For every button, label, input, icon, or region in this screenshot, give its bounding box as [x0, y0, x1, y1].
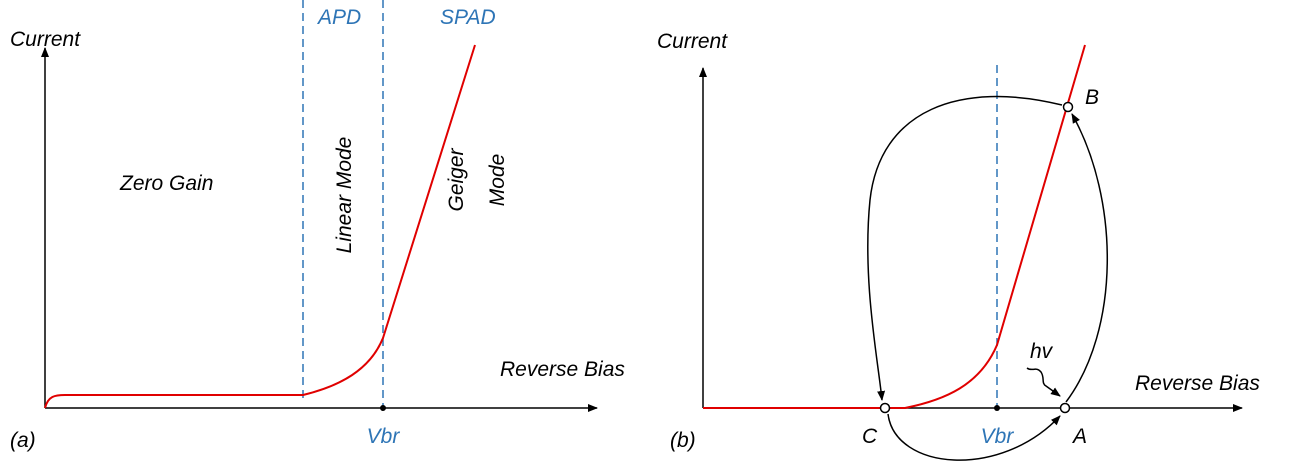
- x-label: Reverse Bias: [500, 358, 625, 381]
- panel-a: Current APD SPAD Zero Gain Linear Mode G…: [10, 0, 625, 452]
- geiger-mode: Geiger: [445, 147, 468, 211]
- iv-curve: [703, 44, 1086, 409]
- vbr-label: Vbr: [981, 425, 1015, 448]
- a-label: A: [1071, 425, 1087, 448]
- x-label: Reverse Bias: [1135, 372, 1260, 395]
- point-a: [1059, 402, 1071, 414]
- arrow-b-c: [867, 95, 1063, 401]
- panel-b: Current B hv Reverse Bias C Vbr A (b): [657, 30, 1260, 461]
- vbr-dot: [994, 405, 1000, 411]
- apd-label: APD: [316, 6, 361, 29]
- geiger-mode: Mode: [486, 154, 509, 207]
- y-label: Current: [10, 28, 81, 51]
- panel-tag: (a): [10, 429, 36, 452]
- c-label: C: [862, 425, 878, 448]
- vbr-label: Vbr: [367, 425, 401, 448]
- point-b: [1062, 101, 1074, 113]
- vbr-dot: [380, 405, 386, 411]
- photon-label: hv: [1030, 340, 1054, 363]
- photon-arrow: [1026, 367, 1061, 397]
- linear-mode: Linear Mode: [333, 137, 356, 254]
- panel-tag: (b): [670, 429, 696, 452]
- spad-label: SPAD: [440, 6, 496, 29]
- iv-curve: [44, 44, 476, 409]
- arrow-c-a: [887, 413, 1061, 461]
- b-label: B: [1085, 86, 1099, 109]
- y-label: Current: [657, 30, 728, 53]
- point-c: [879, 402, 891, 414]
- zero-gain: Zero Gain: [119, 172, 213, 195]
- arrow-a-b: [1065, 113, 1108, 403]
